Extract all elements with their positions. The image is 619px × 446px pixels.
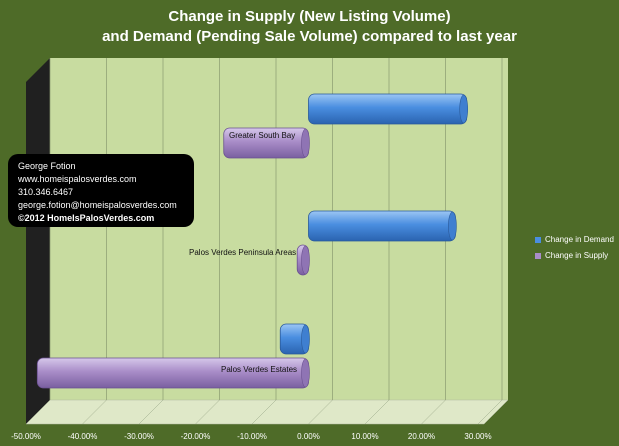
contact-email: george.fotion@homeispalosverdes.com [18, 200, 177, 210]
bar-cap [301, 358, 310, 388]
legend-item: Change in Supply [535, 251, 608, 260]
contact-box: George Fotion www.homeispalosverdes.com … [8, 154, 194, 227]
chart-subtitle: and Demand (Pending Sale Volume) compare… [102, 28, 517, 45]
contact-copyright: ©2012 HomeIsPalosVerdes.com [18, 213, 155, 223]
chart-title: Change in Supply (New Listing Volume) [168, 8, 451, 25]
contact-website: www.homeispalosverdes.com [18, 174, 137, 184]
legend-label: Change in Supply [545, 251, 609, 260]
x-tick-label: -50.00% [11, 432, 41, 441]
x-tick-label: 20.00% [407, 432, 436, 441]
legend-item: Change in Demand [535, 235, 614, 244]
x-tick-label: 0.00% [297, 432, 320, 441]
side-wall [26, 58, 50, 424]
category-label: Palos Verdes Estates [221, 365, 298, 374]
floor-gridline [25, 399, 51, 425]
x-tick-label: -20.00% [180, 432, 211, 441]
x-tick-label: 10.00% [351, 432, 379, 441]
floor-gridline [138, 399, 164, 425]
category-label: Palos Verdes Peninsula Areas [189, 248, 297, 257]
floor-gridline [421, 399, 446, 425]
bar-cap [301, 324, 310, 354]
bar-cap [301, 128, 310, 158]
bar-cap [448, 211, 457, 241]
bars [36, 93, 469, 389]
floor [25, 399, 509, 425]
legend-swatch [535, 252, 541, 259]
x-tick-label: -30.00% [124, 432, 154, 441]
x-tick-label: -10.00% [237, 432, 267, 441]
legend-swatch [535, 236, 541, 243]
contact-phone: 310.346.6467 [18, 187, 74, 197]
floor-gridline [364, 399, 390, 425]
floor-gridline [308, 399, 333, 425]
category-label: Greater South Bay [229, 131, 296, 140]
bar [308, 210, 456, 242]
bar-cap [459, 94, 469, 124]
floor-gridline [195, 399, 220, 425]
floor-gridline [477, 399, 503, 425]
bar [308, 93, 468, 125]
x-tick-label: 30.00% [464, 432, 492, 441]
contact-name: George Fotion [18, 161, 76, 171]
floor-gridline [82, 399, 107, 425]
x-tick-label: -40.00% [67, 432, 98, 441]
bar-cap [301, 245, 310, 275]
floor-gridline [251, 399, 277, 425]
legend-label: Change in Demand [545, 235, 614, 244]
